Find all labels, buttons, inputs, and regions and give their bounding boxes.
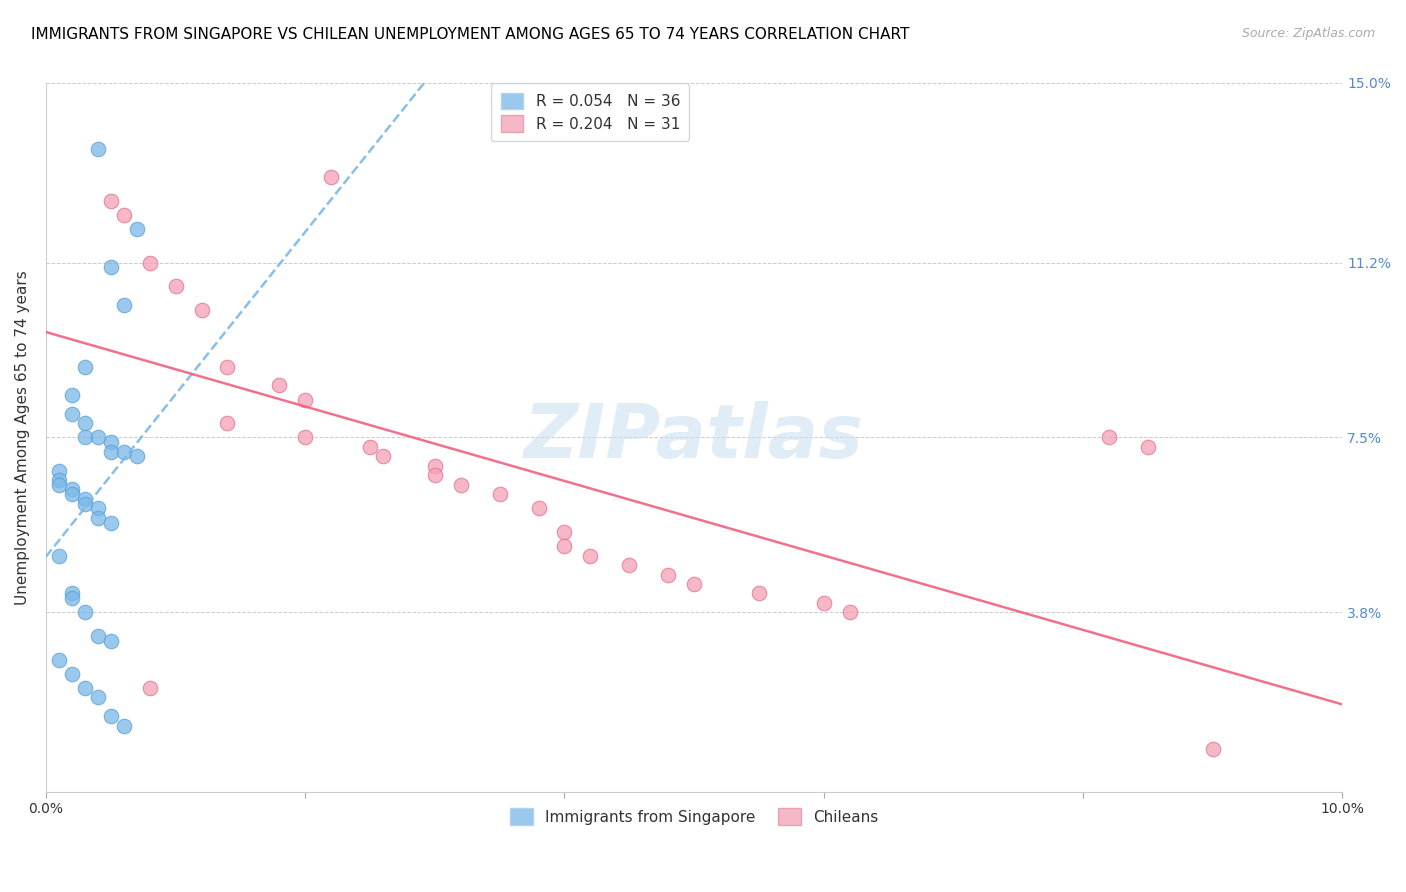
Point (321, 170, 343, 185)
Point (838, 605, 860, 619)
Point (48, 549, 70, 563)
Point (100, 709, 122, 723)
Point (100, 633, 122, 648)
Point (619, 558, 641, 572)
Point (73, 491, 96, 506)
Point (112, 298, 135, 312)
Point (657, 567, 679, 582)
Point (1201, 742, 1223, 756)
Point (125, 222, 148, 236)
Point (87, 430, 110, 444)
Point (60, 586, 83, 600)
Point (100, 516, 122, 530)
Point (813, 596, 835, 610)
Y-axis label: Unemployment Among Ages 65 to 74 years: Unemployment Among Ages 65 to 74 years (15, 270, 30, 605)
Point (60, 388, 83, 402)
Point (1136, 440, 1159, 454)
Point (138, 681, 160, 695)
Point (190, 302, 212, 317)
Point (450, 477, 472, 491)
Point (683, 577, 706, 591)
Point (112, 719, 135, 733)
Point (217, 359, 239, 374)
Legend: Immigrants from Singapore, Chileans: Immigrants from Singapore, Chileans (501, 799, 887, 834)
Text: IMMIGRANTS FROM SINGAPORE VS CHILEAN UNEMPLOYMENT AMONG AGES 65 TO 74 YEARS CORR: IMMIGRANTS FROM SINGAPORE VS CHILEAN UNE… (31, 27, 910, 42)
Point (60, 483, 83, 497)
Point (87, 510, 110, 524)
Point (60, 487, 83, 501)
Point (423, 468, 446, 483)
Point (48, 477, 70, 491)
Point (165, 279, 187, 293)
Point (60, 591, 83, 606)
Point (73, 497, 96, 511)
Point (48, 464, 70, 478)
Point (748, 586, 770, 600)
Point (1098, 430, 1121, 444)
Point (100, 435, 122, 450)
Point (87, 142, 110, 156)
Point (423, 458, 446, 473)
Point (73, 417, 96, 431)
Point (269, 378, 291, 392)
Point (73, 681, 96, 695)
Point (87, 501, 110, 516)
Point (359, 440, 381, 454)
Point (488, 487, 510, 501)
Point (100, 260, 122, 275)
Point (371, 450, 394, 464)
Point (553, 539, 575, 553)
Point (100, 194, 122, 208)
Point (60, 666, 83, 681)
Point (527, 501, 550, 516)
Point (60, 407, 83, 421)
Point (553, 524, 575, 539)
Point (73, 430, 96, 444)
Point (87, 690, 110, 705)
Point (48, 652, 70, 666)
Point (73, 359, 96, 374)
Point (73, 605, 96, 619)
Text: ZIPatlas: ZIPatlas (524, 401, 865, 474)
Point (138, 255, 160, 269)
Point (579, 549, 602, 563)
Point (112, 208, 135, 222)
Point (112, 444, 135, 458)
Point (125, 450, 148, 464)
Point (294, 392, 316, 407)
Point (100, 444, 122, 458)
Point (217, 417, 239, 431)
Text: Source: ZipAtlas.com: Source: ZipAtlas.com (1241, 27, 1375, 40)
Point (87, 629, 110, 643)
Point (48, 473, 70, 487)
Point (294, 430, 316, 444)
